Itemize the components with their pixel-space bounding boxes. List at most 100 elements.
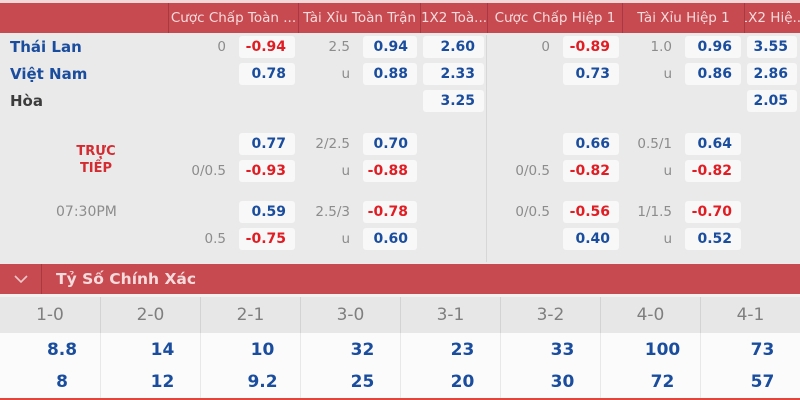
correct-score-header-bar: Tỷ Số Chính Xác — [0, 264, 800, 294]
handicap-line: 1.0 — [650, 38, 672, 55]
odds-value[interactable]: 0.94 — [363, 35, 417, 58]
handicap-line: u — [341, 162, 350, 179]
odds-value[interactable]: 0.96 — [685, 35, 741, 58]
handicap-line: 2/2.5 — [315, 135, 350, 152]
handicap-line: 0/0.5 — [515, 162, 550, 179]
correct-score-column-headers: 1-0 2-0 2-1 3-0 3-1 3-2 4-0 4-1 — [0, 297, 800, 333]
odds-value[interactable]: 0.64 — [685, 132, 741, 155]
section-divider — [486, 35, 487, 262]
handicap-line: u — [341, 65, 350, 82]
score-column-header: 2-0 — [100, 297, 200, 333]
odds-row: 0.5 -0.75 u 0.60 0.40 u 0.52 — [0, 225, 800, 252]
handicap-line: 2.5 — [328, 38, 350, 55]
score-odds-value[interactable]: 57 — [700, 366, 800, 398]
odds-row: 07:30PM 0.59 2.5/3 -0.78 0/0.5 -0.56 1/1.5 -0.7… — [0, 198, 800, 225]
fulltime-odds-group: Thái Lan 0 -0.94 2.5 0.94 2.60 0 -0.89 1.0 0.96 3.… — [0, 33, 800, 114]
score-odds-value[interactable]: 12 — [100, 366, 200, 398]
header-1x2-half: 1X2 Hiệ... — [744, 3, 800, 33]
odds-value[interactable]: 0.73 — [563, 62, 619, 85]
odds-value[interactable]: 2.33 — [423, 62, 484, 85]
match-time: 07:30PM — [56, 203, 117, 220]
handicap-line: 0 — [541, 38, 550, 55]
handicap-line: u — [663, 230, 672, 247]
team-name: Thái Lan — [10, 37, 82, 56]
odds-value[interactable]: -0.82 — [685, 159, 741, 182]
odds-value[interactable]: 2.86 — [747, 62, 797, 85]
handicap-line: 0 — [217, 38, 226, 55]
score-odds-value[interactable]: 32 — [300, 333, 400, 366]
score-column-header: 3-0 — [300, 297, 400, 333]
odds-value[interactable]: 3.55 — [747, 35, 797, 58]
score-odds-value[interactable]: 9.2 — [200, 366, 300, 398]
handicap-line: 0.5 — [204, 230, 226, 247]
odds-value[interactable]: 0.78 — [239, 62, 295, 85]
score-odds-value[interactable]: 10 — [200, 333, 300, 366]
team-name: Việt Nam — [10, 64, 88, 83]
correct-score-title: Tỷ Số Chính Xác — [56, 270, 197, 288]
odds-value[interactable]: 0.52 — [685, 227, 741, 250]
odds-value[interactable]: 0.59 — [239, 200, 295, 223]
score-odds-value[interactable]: 33 — [500, 333, 600, 366]
live-odds-group: TRỰC TIẾP 0.77 2/2.5 0.70 0.66 0.5/1 0.64 0/0.5… — [0, 130, 800, 184]
odds-body: Thái Lan 0 -0.94 2.5 0.94 2.60 0 -0.89 1.0 0.96 3.… — [0, 33, 800, 264]
odds-value[interactable]: -0.89 — [563, 35, 619, 58]
odds-value[interactable]: 2.05 — [747, 89, 797, 112]
score-odds-value[interactable]: 20 — [400, 366, 500, 398]
header-handicap-full: Cược Chấp Toàn ... — [168, 3, 298, 33]
odds-value[interactable]: 0.88 — [363, 62, 417, 85]
odds-value[interactable]: 0.60 — [363, 227, 417, 250]
odds-row: Việt Nam 0.78 u 0.88 2.33 0.73 u 0.86 2.86 — [0, 60, 800, 87]
live-badge: TRỰC TIẾP — [76, 144, 116, 176]
score-odds-value[interactable]: 30 — [500, 366, 600, 398]
header-handicap-half: Cược Chấp Hiệp 1 — [487, 3, 622, 33]
score-column-header: 2-1 — [200, 297, 300, 333]
score-column-header: 3-2 — [500, 297, 600, 333]
score-odds-value[interactable]: 14 — [100, 333, 200, 366]
handicap-line: u — [663, 65, 672, 82]
odds-row: Thái Lan 0 -0.94 2.5 0.94 2.60 0 -0.89 1.0 0.96 3.… — [0, 33, 800, 60]
odds-value[interactable]: -0.93 — [239, 159, 295, 182]
row-label: Hòa — [10, 91, 43, 110]
handicap-line: 0/0.5 — [515, 203, 550, 220]
header-spacer — [0, 3, 168, 33]
handicap-line: 0.5/1 — [637, 135, 672, 152]
odds-value[interactable]: -0.82 — [563, 159, 619, 182]
score-odds-value[interactable]: 23 — [400, 333, 500, 366]
odds-value[interactable]: -0.70 — [685, 200, 741, 223]
handicap-line: 0/0.5 — [191, 162, 226, 179]
score-odds-value[interactable]: 8 — [56, 372, 68, 392]
score-odds-value[interactable]: 72 — [600, 366, 700, 398]
header-overunder-full: Tài Xỉu Toàn Trận — [298, 3, 420, 33]
odds-value[interactable]: -0.88 — [363, 159, 417, 182]
scheduled-odds-group: 07:30PM 0.59 2.5/3 -0.78 0/0.5 -0.56 1/1.5 -0.7… — [0, 198, 800, 252]
score-column-header: 4-0 — [600, 297, 700, 333]
score-odds-value[interactable]: 8.8 — [46, 339, 78, 360]
odds-value[interactable]: 0.77 — [239, 132, 295, 155]
odds-value[interactable]: 2.60 — [423, 35, 484, 58]
header-overunder-half: Tài Xỉu Hiệp 1 — [622, 3, 744, 33]
odds-value[interactable]: 0.66 — [563, 132, 619, 155]
handicap-line: 1/1.5 — [637, 203, 672, 220]
odds-value[interactable]: -0.75 — [239, 227, 295, 250]
correct-score-odds-row: 8.8 14 10 32 23 33 100 73 — [0, 333, 800, 366]
score-odds-value[interactable]: 100 — [600, 333, 700, 366]
handicap-line: 2.5/3 — [315, 203, 350, 220]
score-column-header: 1-0 — [36, 305, 64, 325]
odds-value[interactable]: 0.40 — [563, 227, 619, 250]
score-odds-value[interactable]: 73 — [700, 333, 800, 366]
odds-value[interactable]: -0.94 — [239, 35, 295, 58]
odds-value[interactable]: -0.56 — [563, 200, 619, 223]
handicap-line: u — [663, 162, 672, 179]
odds-value[interactable]: 0.86 — [685, 62, 741, 85]
correct-score-odds-row: 8 12 9.2 25 20 30 72 57 — [0, 366, 800, 398]
top-accent-strip — [0, 0, 800, 3]
odds-value[interactable]: 0.70 — [363, 132, 417, 155]
odds-column-header-row: Cược Chấp Toàn ... Tài Xỉu Toàn Trận 1X2… — [0, 3, 800, 33]
bar-divider — [41, 264, 42, 294]
score-odds-value[interactable]: 25 — [300, 366, 400, 398]
odds-value[interactable]: 3.25 — [423, 89, 484, 112]
odds-value[interactable]: -0.78 — [363, 200, 417, 223]
chevron-down-icon[interactable] — [0, 264, 41, 294]
handicap-line: u — [341, 230, 350, 247]
